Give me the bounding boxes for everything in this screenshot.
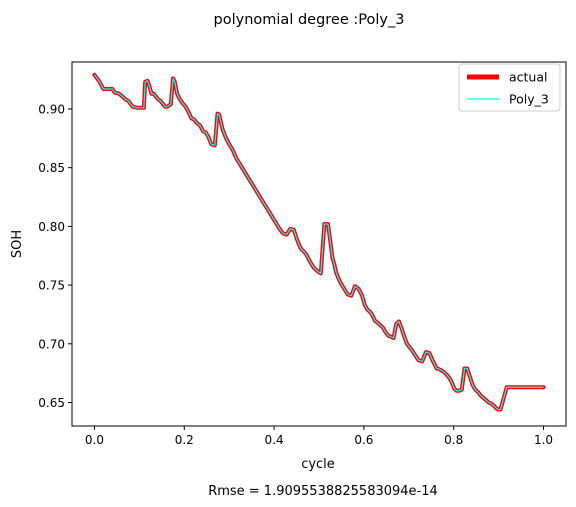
rmse-footer: Rmse = 1.9095538825583094e-14 (208, 484, 438, 499)
x-axis-label: cycle (301, 457, 335, 472)
y-tick-label: 0.90 (38, 102, 65, 116)
legend-label-actual: actual (509, 70, 548, 85)
series-line-poly3 (93, 74, 544, 411)
y-tick-label: 0.70 (38, 337, 65, 351)
x-tick-label: 0.4 (265, 433, 284, 447)
legend: actual Poly_3 (458, 63, 561, 112)
y-tick-label: 0.65 (38, 396, 65, 410)
plot-area (71, 61, 567, 427)
x-tick-label: 0.8 (444, 433, 463, 447)
series-layer (92, 72, 546, 412)
chart-title: polynomial degree :Poly_3 (214, 12, 405, 28)
x-axis: 0.0 0.2 0.4 0.6 0.8 1.0 (85, 426, 553, 447)
y-tick-label: 0.75 (38, 279, 65, 293)
x-tick-label: 0.6 (354, 433, 373, 447)
y-tick-label: 0.80 (38, 220, 65, 234)
y-tick-label: 0.85 (38, 161, 65, 175)
x-tick-label: 0.2 (175, 433, 194, 447)
x-tick-label: 1.0 (534, 433, 553, 447)
y-axis: 0.65 0.70 0.75 0.80 0.85 0.90 (38, 102, 72, 410)
x-tick-label: 0.0 (85, 433, 104, 447)
legend-label-poly3: Poly_3 (509, 92, 549, 107)
y-axis-label: SOH (10, 230, 25, 258)
